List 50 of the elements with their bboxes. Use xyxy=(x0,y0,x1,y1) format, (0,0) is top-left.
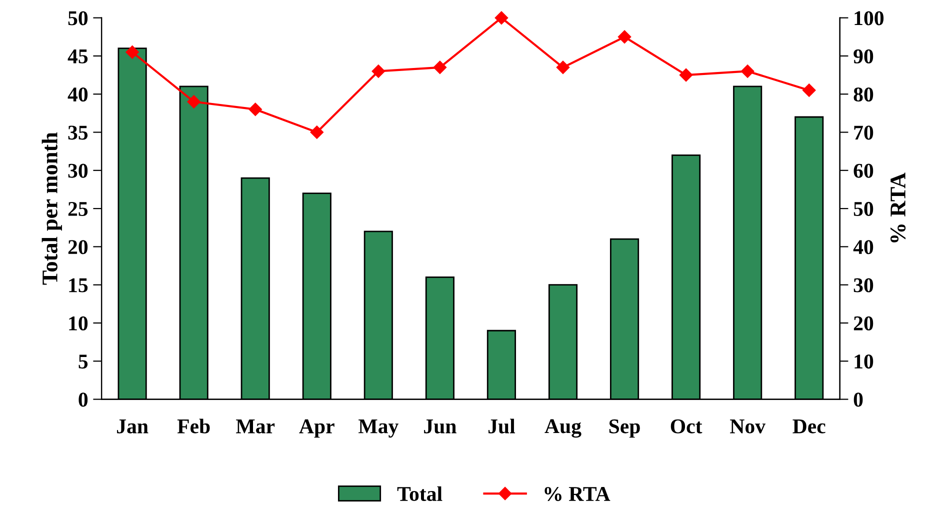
y2-tick-label: 10 xyxy=(854,354,874,369)
x-tick-label: May xyxy=(358,419,398,438)
point xyxy=(310,126,324,139)
y-tick-label: 15 xyxy=(69,278,88,292)
legend-label: % RTA xyxy=(544,486,610,502)
x-tick-label: Apr xyxy=(299,419,334,438)
y-tick-label: 25 xyxy=(68,202,88,216)
x-tick-label: Aug xyxy=(544,419,582,438)
x-tick-label: Oct xyxy=(670,419,702,434)
point xyxy=(618,30,632,44)
y2-tick-label: 100 xyxy=(854,11,884,26)
legend-label: Total xyxy=(397,486,442,502)
y2-tick-label: 0 xyxy=(854,392,863,407)
y2-tick-label: 30 xyxy=(854,278,874,292)
point xyxy=(494,11,508,24)
point xyxy=(372,64,385,78)
x-tick-label: Dec xyxy=(792,420,826,434)
x-tick-label: Sep xyxy=(609,419,640,438)
y2-tick-label: 90 xyxy=(854,49,874,64)
y-tick-label: 0 xyxy=(78,392,88,407)
point xyxy=(740,64,754,78)
y-tick-label: 50 xyxy=(68,11,88,26)
y2-tick-label: 40 xyxy=(853,240,874,254)
x-tick-label: Jun xyxy=(424,420,456,434)
x-tick-label: Feb xyxy=(177,418,210,434)
y-tick-label: 45 xyxy=(68,49,88,64)
point xyxy=(248,102,262,116)
point xyxy=(556,60,570,74)
y2-tick-label: 70 xyxy=(854,126,874,140)
y-tick-label: 35 xyxy=(68,126,88,140)
y-tick-label: 5 xyxy=(78,354,88,369)
point xyxy=(679,68,693,82)
x-tick-label: Mar xyxy=(236,420,275,434)
point xyxy=(433,60,447,74)
y-axis-title: Total per month xyxy=(42,132,62,285)
y-tick-label: 20 xyxy=(68,240,88,254)
x-tick-label: Jul xyxy=(488,418,516,434)
y2-tick-label: 80 xyxy=(854,87,874,102)
y-tick-label: 30 xyxy=(68,164,88,178)
point xyxy=(126,46,139,59)
x-tick-label: Jan xyxy=(117,420,148,434)
point xyxy=(187,95,200,108)
y2-tick-label: 20 xyxy=(854,316,874,330)
point xyxy=(802,84,816,97)
y2-tick-label: 60 xyxy=(854,164,874,178)
y-tick-label: 40 xyxy=(68,87,88,102)
y2-tick-label: 50 xyxy=(854,202,874,216)
y-tick-label: 10 xyxy=(69,316,88,330)
y2-axis-title: % RTA xyxy=(890,172,906,242)
x-tick-label: Nov xyxy=(730,420,766,434)
